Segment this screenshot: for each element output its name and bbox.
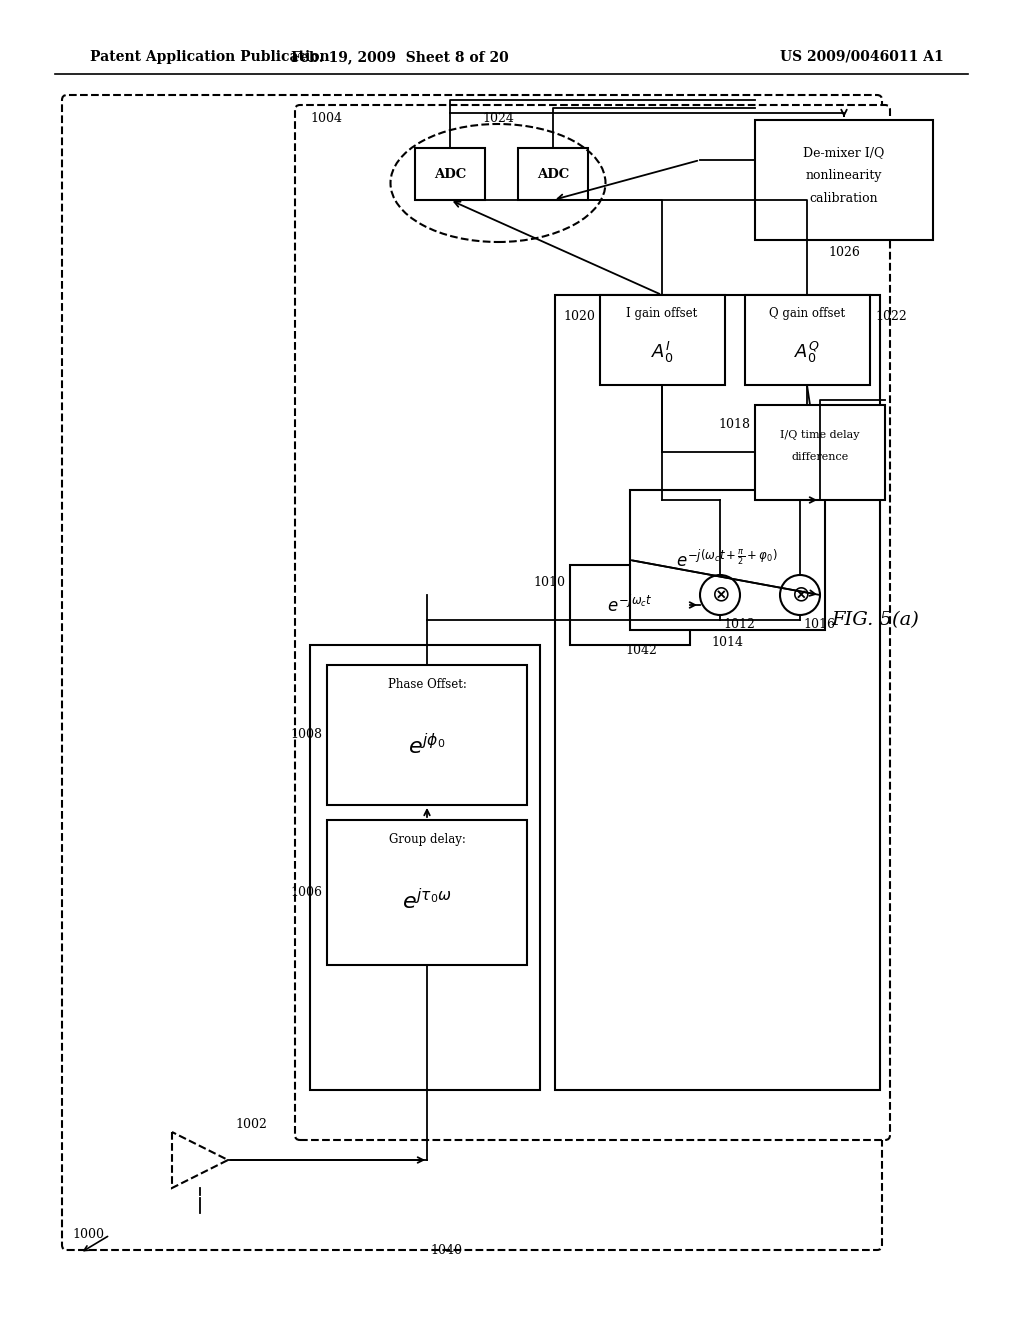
Text: difference: difference bbox=[792, 451, 849, 462]
FancyBboxPatch shape bbox=[327, 820, 527, 965]
Text: 1002: 1002 bbox=[234, 1118, 267, 1131]
FancyBboxPatch shape bbox=[600, 294, 725, 385]
FancyBboxPatch shape bbox=[310, 645, 540, 1090]
Text: 1024: 1024 bbox=[482, 111, 514, 124]
Text: I/Q time delay: I/Q time delay bbox=[780, 430, 860, 440]
Text: $\otimes$: $\otimes$ bbox=[791, 583, 809, 606]
FancyBboxPatch shape bbox=[555, 294, 880, 1090]
FancyBboxPatch shape bbox=[745, 294, 870, 385]
Text: 1006: 1006 bbox=[290, 886, 322, 899]
Text: 1012: 1012 bbox=[723, 619, 755, 631]
Text: 1004: 1004 bbox=[310, 111, 342, 124]
FancyBboxPatch shape bbox=[755, 405, 885, 500]
Text: US 2009/0046011 A1: US 2009/0046011 A1 bbox=[780, 50, 944, 63]
Text: 1008: 1008 bbox=[290, 729, 322, 742]
Text: nonlinearity: nonlinearity bbox=[806, 169, 883, 182]
Text: Group delay:: Group delay: bbox=[388, 833, 466, 846]
Text: $e^{j\phi_0}$: $e^{j\phi_0}$ bbox=[409, 734, 445, 759]
FancyBboxPatch shape bbox=[295, 106, 890, 1140]
Text: $A_0^Q$: $A_0^Q$ bbox=[794, 339, 820, 364]
FancyBboxPatch shape bbox=[415, 148, 485, 201]
Text: Phase Offset:: Phase Offset: bbox=[387, 678, 467, 692]
Text: De-mixer I/Q: De-mixer I/Q bbox=[803, 147, 885, 160]
Text: $e^{j\tau_0\omega}$: $e^{j\tau_0\omega}$ bbox=[402, 890, 452, 915]
Text: 1018: 1018 bbox=[718, 418, 750, 432]
Text: 1020: 1020 bbox=[563, 310, 595, 323]
Text: 1000: 1000 bbox=[72, 1229, 104, 1242]
Text: I gain offset: I gain offset bbox=[627, 306, 697, 319]
Text: Patent Application Publication: Patent Application Publication bbox=[90, 50, 330, 63]
Text: 1014: 1014 bbox=[711, 636, 743, 649]
Text: $e^{-j\omega_c t}$: $e^{-j\omega_c t}$ bbox=[607, 594, 652, 615]
FancyBboxPatch shape bbox=[518, 148, 588, 201]
Text: 1040: 1040 bbox=[430, 1243, 462, 1257]
Text: $\otimes$: $\otimes$ bbox=[711, 583, 729, 606]
FancyBboxPatch shape bbox=[755, 120, 933, 240]
Text: ADC: ADC bbox=[537, 168, 569, 181]
Text: Q gain offset: Q gain offset bbox=[769, 306, 845, 319]
FancyBboxPatch shape bbox=[570, 565, 690, 645]
Text: FIG. 5(a): FIG. 5(a) bbox=[831, 611, 919, 630]
Text: 1010: 1010 bbox=[534, 577, 565, 590]
Text: 1016: 1016 bbox=[803, 619, 835, 631]
FancyBboxPatch shape bbox=[62, 95, 882, 1250]
Text: 1042: 1042 bbox=[625, 644, 656, 656]
Text: calibration: calibration bbox=[810, 193, 879, 206]
Text: 1026: 1026 bbox=[828, 247, 860, 260]
FancyBboxPatch shape bbox=[630, 490, 825, 630]
Text: 1022: 1022 bbox=[874, 310, 906, 323]
Text: $A_0^I$: $A_0^I$ bbox=[651, 339, 673, 364]
Text: ADC: ADC bbox=[434, 168, 466, 181]
Text: $e^{-j(\omega_c t+\frac{\pi}{2}+\varphi_0)}$: $e^{-j(\omega_c t+\frac{\pi}{2}+\varphi_… bbox=[676, 549, 778, 570]
Text: Feb. 19, 2009  Sheet 8 of 20: Feb. 19, 2009 Sheet 8 of 20 bbox=[291, 50, 509, 63]
FancyBboxPatch shape bbox=[327, 665, 527, 805]
